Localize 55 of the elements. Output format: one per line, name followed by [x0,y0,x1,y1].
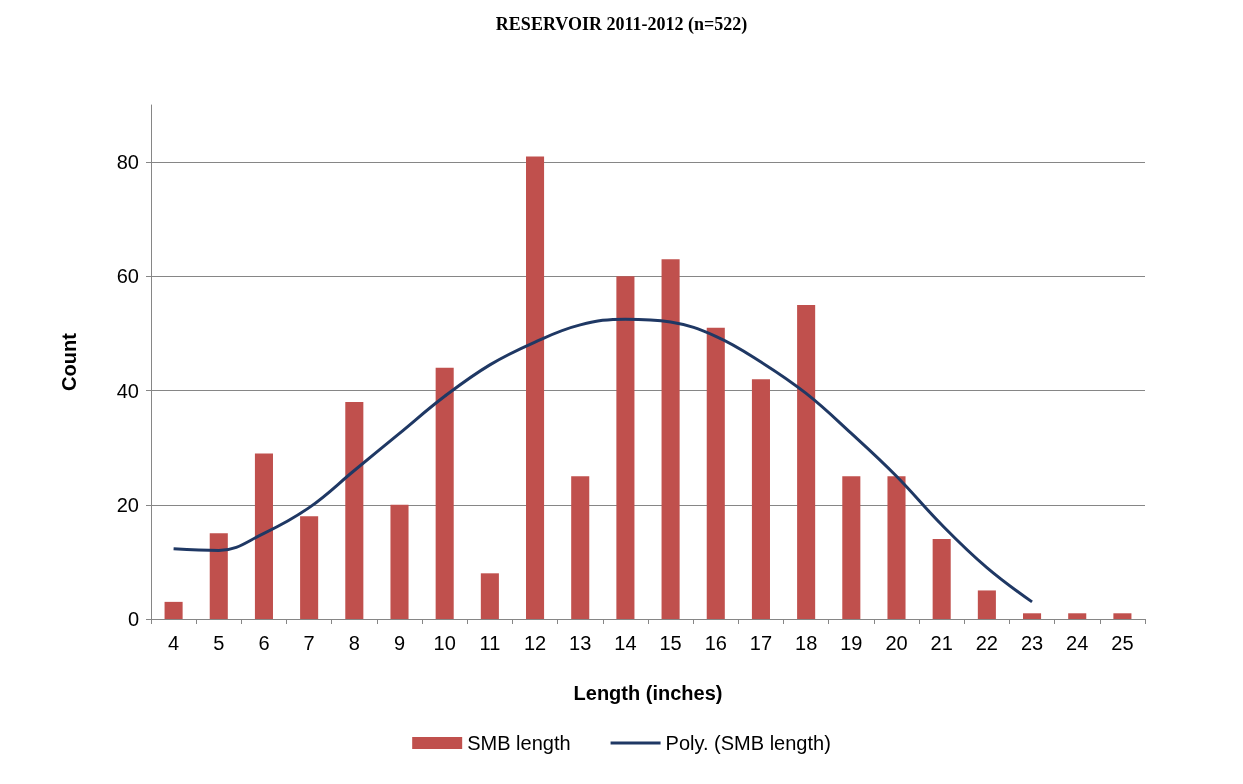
x-tick-label: 18 [795,632,818,654]
x-tick-label: 15 [659,632,682,654]
x-tick-label: 24 [1066,632,1089,654]
bar [797,304,816,619]
x-tick-label: 17 [749,632,773,654]
x-tick-label: 23 [1020,632,1044,654]
bar [616,276,635,619]
bar [390,504,409,619]
bar [435,367,454,619]
x-tick-label: 9 [393,632,406,654]
x-tick-label: 10 [433,632,456,654]
legend-label: SMB length [467,732,571,754]
bar [571,476,590,619]
bar [164,601,183,619]
legend-label: Poly. (SMB length) [665,732,831,754]
x-tick-label: 5 [213,632,225,654]
x-tick-label: 13 [569,632,592,654]
bar [1068,613,1087,619]
bar [661,259,680,619]
bar [751,379,770,619]
bar [706,327,725,619]
bar [1023,613,1042,619]
bar [345,401,364,619]
x-tick-label: 4 [168,632,180,654]
x-tick-label: 21 [930,632,953,654]
bar [887,476,906,619]
x-tick-label: 19 [840,632,863,654]
y-tick-label: 80 [116,151,139,174]
x-tick-label: 20 [885,632,908,654]
bar [526,156,545,619]
bar [254,453,273,619]
x-tick-label: 16 [704,632,727,654]
x-tick-label: 6 [258,632,270,654]
y-tick-label: 60 [116,265,139,288]
x-tick-label: 11 [479,632,501,654]
x-axis-title: Length (inches) [573,682,723,704]
bar [1113,613,1132,619]
y-tick-label: 20 [116,493,139,516]
bar [977,590,996,619]
x-tick-label: 14 [614,632,637,654]
bar [209,533,228,619]
y-tick-label: 0 [127,608,139,630]
line-series [172,317,1034,604]
x-tick-label: 8 [348,632,360,654]
x-tick-label: 7 [303,632,315,654]
y-axis-title: Count [58,332,80,391]
bar [932,539,951,619]
y-tick-label: 40 [116,379,139,402]
x-tick-label: 12 [523,632,547,654]
bar [842,476,861,619]
bar [480,573,499,619]
bar [300,516,319,619]
chart-title: RESERVOIR 2011-2012 (n=522) [495,14,748,35]
x-tick-label: 22 [975,632,998,654]
x-tick-label: 25 [1111,632,1134,654]
